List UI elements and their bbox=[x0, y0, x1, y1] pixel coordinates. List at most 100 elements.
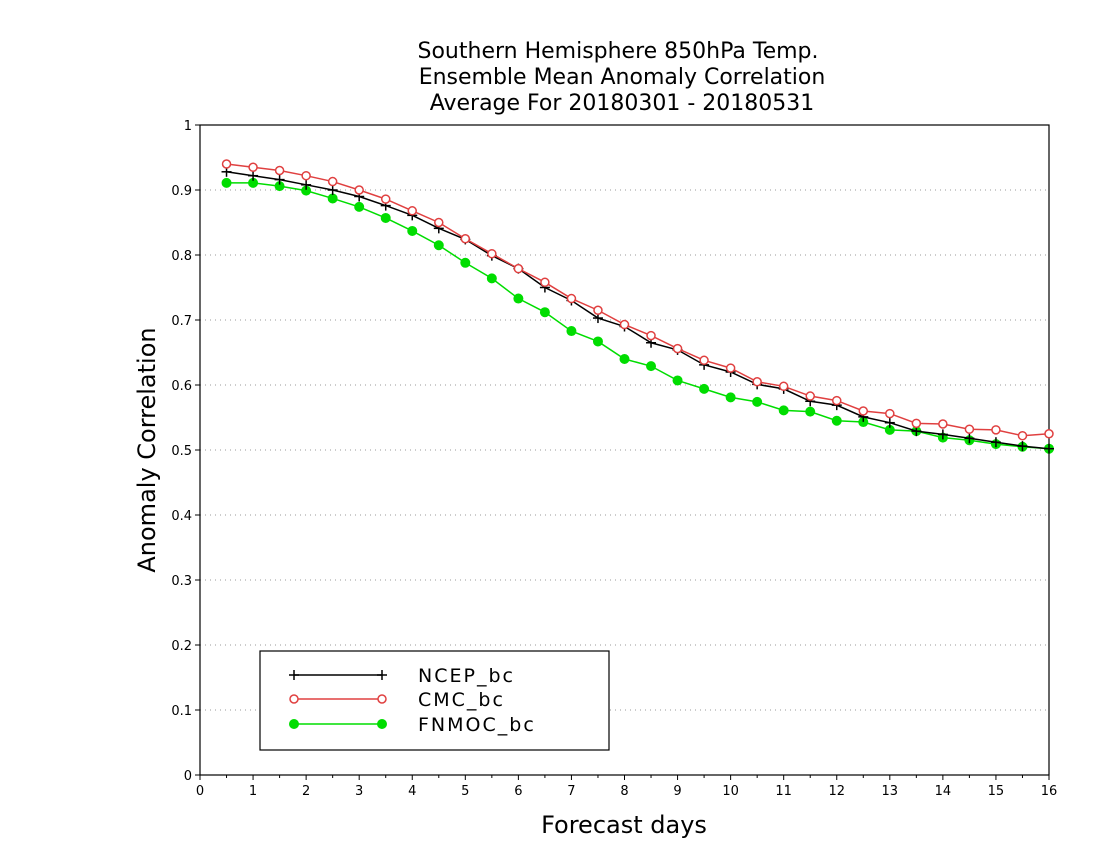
x-tick-label: 12 bbox=[828, 784, 845, 799]
legend-marker bbox=[289, 694, 299, 704]
data-point-cmc-bc bbox=[911, 418, 922, 429]
y-tick-label: 1 bbox=[184, 119, 192, 134]
data-point-cmc-bc bbox=[938, 419, 948, 429]
legend-item-cmc-bc: CMC_bc bbox=[289, 689, 503, 711]
x-tick-label: 1 bbox=[249, 784, 257, 799]
data-point-ncep-bc bbox=[274, 174, 285, 185]
y-tick-label: 0.5 bbox=[171, 444, 192, 459]
data-point-fnmoc-bc bbox=[619, 354, 630, 364]
data-point-fnmoc-bc bbox=[592, 336, 603, 347]
data-point-cmc-bc bbox=[221, 159, 232, 169]
data-point-cmc-bc bbox=[646, 330, 656, 341]
x-tick-label: 4 bbox=[408, 784, 416, 799]
data-point-fnmoc-bc bbox=[433, 240, 444, 251]
data-point-fnmoc-bc bbox=[486, 273, 497, 284]
x-tick-label: 7 bbox=[567, 784, 575, 799]
data-point-cmc-bc bbox=[434, 217, 444, 228]
data-point-cmc-bc bbox=[699, 355, 709, 366]
x-tick-label: 9 bbox=[673, 784, 681, 799]
legend-marker bbox=[377, 694, 387, 704]
y-tick-label: 0.4 bbox=[171, 509, 192, 524]
legend-marker bbox=[289, 670, 299, 680]
series-line-cmc-bc bbox=[226, 163, 1050, 437]
series-ncep-bc bbox=[221, 166, 1054, 454]
x-tick-label: 0 bbox=[196, 784, 204, 799]
y-axis-label: Anomaly Correlation bbox=[133, 327, 161, 572]
data-point-fnmoc-bc bbox=[672, 375, 683, 386]
data-point-fnmoc-bc bbox=[221, 177, 232, 188]
x-tick-label: 6 bbox=[514, 784, 522, 799]
data-point-cmc-bc bbox=[619, 319, 630, 330]
data-point-cmc-bc bbox=[540, 277, 550, 288]
legend-label: NCEP_bc bbox=[418, 665, 515, 687]
data-point-fnmoc-bc bbox=[646, 361, 657, 372]
data-point-cmc-bc bbox=[460, 234, 471, 244]
data-point-cmc-bc bbox=[407, 206, 417, 216]
series-line-ncep-bc bbox=[226, 171, 1050, 450]
legend-label: FNMOC_bc bbox=[418, 714, 536, 736]
y-tick-label: 0.3 bbox=[171, 574, 192, 589]
legend-marker bbox=[377, 670, 387, 680]
data-point-ncep-bc bbox=[884, 417, 895, 428]
data-point-ncep-bc bbox=[327, 185, 338, 195]
y-tick-label: 0.2 bbox=[171, 639, 192, 654]
legend-item-ncep-bc: NCEP_bc bbox=[289, 665, 515, 687]
data-point-cmc-bc bbox=[778, 381, 789, 392]
data-point-cmc-bc bbox=[593, 305, 603, 315]
grid bbox=[200, 189, 1049, 711]
data-point-fnmoc-bc bbox=[805, 406, 816, 417]
data-point-fnmoc-bc bbox=[327, 193, 338, 204]
data-point-ncep-bc bbox=[301, 179, 312, 190]
series-fnmoc-bc bbox=[221, 177, 1054, 454]
x-tick-label: 14 bbox=[935, 784, 952, 799]
data-point-cmc-bc bbox=[274, 165, 285, 176]
y-tick-label: 0 bbox=[184, 769, 192, 784]
data-point-fnmoc-bc bbox=[778, 405, 789, 416]
data-point-cmc-bc bbox=[805, 391, 815, 401]
y-tick-label: 0.7 bbox=[171, 314, 192, 329]
data-point-cmc-bc bbox=[858, 406, 869, 416]
y-tick-label: 0.1 bbox=[171, 704, 192, 719]
data-point-cmc-bc bbox=[1017, 430, 1028, 441]
data-point-fnmoc-bc bbox=[407, 225, 418, 236]
chart-title-line-2: Ensemble Mean Anomaly Correlation bbox=[419, 65, 826, 90]
data-point-ncep-bc bbox=[964, 433, 975, 444]
y-tick-label: 0.9 bbox=[171, 184, 192, 199]
x-tick-labels: 0 1 2 3 4 5 6 7 8 9 10 11 12 13 14 15 16 bbox=[196, 784, 1057, 799]
data-point-fnmoc-bc bbox=[566, 326, 577, 337]
y-tick-labels: 0 0.1 0.2 0.3 0.4 0.5 0.6 0.7 0.8 0.9 1 bbox=[171, 119, 192, 784]
x-tick-label: 10 bbox=[722, 784, 739, 799]
data-point-cmc-bc bbox=[672, 343, 683, 354]
x-axis-label: Forecast days bbox=[541, 811, 707, 839]
x-tick-label: 13 bbox=[882, 784, 899, 799]
x-tick-label: 15 bbox=[988, 784, 1005, 799]
data-point-cmc-bc bbox=[752, 377, 762, 387]
data-point-fnmoc-bc bbox=[354, 201, 365, 212]
x-tick-label: 16 bbox=[1041, 784, 1058, 799]
x-tick-label: 5 bbox=[461, 784, 469, 799]
data-point-cmc-bc bbox=[964, 424, 975, 434]
x-tick-label: 11 bbox=[775, 784, 792, 799]
data-point-cmc-bc bbox=[725, 363, 736, 373]
data-point-cmc-bc bbox=[487, 248, 497, 259]
data-point-cmc-bc bbox=[248, 162, 258, 172]
data-point-fnmoc-bc bbox=[513, 293, 524, 304]
data-point-cmc-bc bbox=[566, 293, 577, 304]
data-point-ncep-bc bbox=[937, 429, 948, 440]
data-point-cmc-bc bbox=[327, 176, 338, 187]
series-cmc-bc bbox=[221, 159, 1054, 441]
series bbox=[221, 159, 1054, 454]
data-point-fnmoc-bc bbox=[752, 396, 763, 407]
data-point-fnmoc-bc bbox=[725, 392, 736, 403]
data-point-fnmoc-bc bbox=[699, 383, 710, 394]
legend-box bbox=[259, 650, 610, 751]
data-point-fnmoc-bc bbox=[460, 257, 471, 268]
chart-title: Southern Hemisphere 850hPa Temp. Ensembl… bbox=[418, 39, 826, 116]
data-point-ncep-bc bbox=[248, 170, 259, 181]
x-tick-label: 3 bbox=[355, 784, 363, 799]
data-point-ncep-bc bbox=[1017, 441, 1028, 452]
chart-title-line-1: Southern Hemisphere 850hPa Temp. bbox=[418, 39, 819, 64]
legend-marker bbox=[289, 719, 299, 729]
legend-item-fnmoc-bc: FNMOC_bc bbox=[289, 714, 536, 736]
